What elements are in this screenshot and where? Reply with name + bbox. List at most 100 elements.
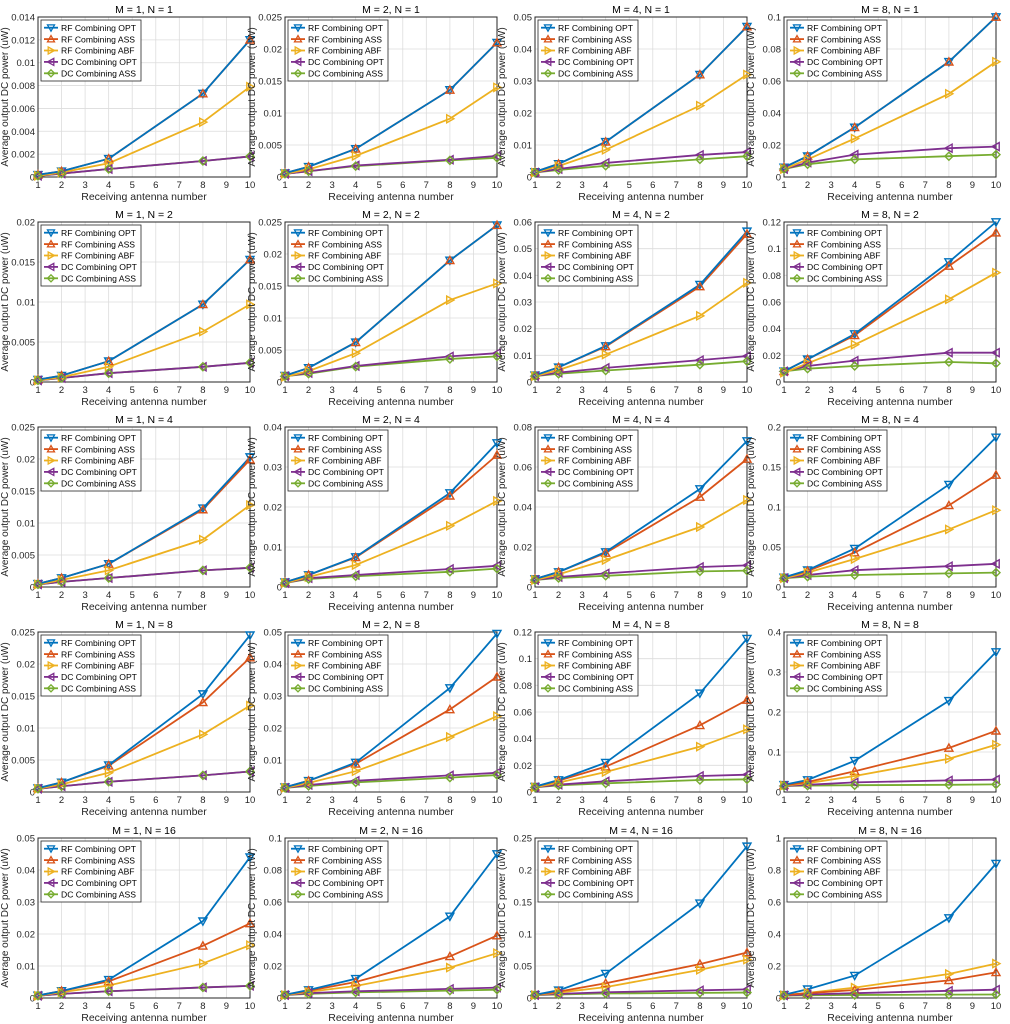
data-point bbox=[600, 778, 611, 789]
data-point bbox=[849, 570, 860, 580]
y-axis-label: Average output DC power (uW) bbox=[497, 27, 508, 166]
x-tick-label: 9 bbox=[721, 385, 726, 396]
x-tick-label: 9 bbox=[471, 795, 476, 806]
legend-marker bbox=[46, 672, 55, 682]
legend-marker bbox=[46, 683, 56, 693]
data-point bbox=[553, 573, 564, 583]
y-tick-label: 0 bbox=[277, 173, 282, 184]
x-tick-label: 1 bbox=[35, 385, 40, 396]
subplot-title: M = 4, N = 4 bbox=[612, 414, 670, 426]
x-tick-label: 6 bbox=[650, 385, 655, 396]
data-point bbox=[849, 544, 860, 555]
x-tick-label: 5 bbox=[130, 1001, 135, 1012]
subplot-title: M = 1, N = 16 bbox=[112, 825, 176, 837]
data-point bbox=[741, 947, 753, 957]
data-point bbox=[694, 359, 705, 370]
data-point bbox=[992, 267, 1002, 278]
x-axis-label: Receiving antenna number bbox=[578, 601, 704, 613]
x-tick-label: 5 bbox=[377, 590, 382, 601]
series-line bbox=[37, 704, 251, 790]
x-tick-label: 9 bbox=[224, 180, 229, 191]
legend-entry: RF Combining ABF bbox=[61, 456, 135, 466]
legend-marker bbox=[46, 273, 56, 283]
legend-entry: RF Combining ABF bbox=[807, 661, 881, 671]
series-line bbox=[37, 984, 251, 997]
x-tick-label: 8 bbox=[447, 795, 452, 806]
y-tick-label: 0 bbox=[277, 378, 282, 389]
x-tick-label: 2 bbox=[306, 385, 311, 396]
data-point bbox=[694, 775, 705, 785]
x-tick-label: 9 bbox=[970, 385, 975, 396]
legend-marker bbox=[46, 878, 55, 888]
data-point bbox=[103, 558, 114, 568]
x-tick-label: 1 bbox=[532, 590, 537, 601]
subplot-4: 1 2 3 4 5 6 7 8 9 10 0 0.02 0.04 0.06 0.08 0.1 M = 8, N … bbox=[746, 4, 1002, 203]
x-tick-label: 7 bbox=[923, 180, 928, 191]
x-tick-label: 5 bbox=[627, 385, 632, 396]
legend-entry: RF Combining ASS bbox=[61, 649, 135, 659]
x-tick-label: 6 bbox=[400, 180, 405, 191]
data-point bbox=[944, 294, 955, 305]
x-tick-label: 10 bbox=[991, 795, 1002, 806]
legend-entry: RF Combining ASS bbox=[61, 34, 135, 44]
series-line bbox=[783, 863, 997, 996]
x-tick-label: 6 bbox=[650, 590, 655, 601]
data-point bbox=[244, 34, 256, 44]
y-tick-label: 0.01 bbox=[264, 314, 283, 325]
legend-marker bbox=[792, 434, 802, 443]
x-axis-label: Receiving antenna number bbox=[328, 806, 454, 818]
data-point bbox=[103, 153, 114, 163]
subplot-title: M = 8, N = 8 bbox=[861, 619, 919, 631]
data-point bbox=[743, 277, 753, 288]
data-point bbox=[445, 962, 456, 973]
x-tick-label: 4 bbox=[603, 180, 608, 191]
x-tick-label: 3 bbox=[329, 590, 334, 601]
series-line bbox=[534, 499, 748, 581]
y-tick-label: 0.005 bbox=[258, 346, 282, 357]
legend-entry: DC Combining ASS bbox=[807, 684, 882, 694]
x-tick-label: 3 bbox=[329, 795, 334, 806]
y-tick-label: 0.04 bbox=[514, 45, 533, 56]
y-axis-label: Average output DC power (uW) bbox=[746, 437, 757, 576]
y-tick-label: 0.02 bbox=[17, 218, 36, 229]
data-point bbox=[802, 353, 813, 364]
data-point bbox=[56, 572, 67, 582]
data-point bbox=[990, 141, 1000, 152]
data-point bbox=[779, 164, 789, 174]
data-point bbox=[444, 254, 456, 265]
x-tick-label: 6 bbox=[400, 590, 405, 601]
x-tick-label: 7 bbox=[424, 1001, 429, 1012]
y-tick-label: 0.03 bbox=[264, 692, 283, 703]
legend-marker bbox=[792, 68, 802, 78]
legend-marker bbox=[792, 444, 802, 453]
x-tick-label: 3 bbox=[82, 795, 87, 806]
y-tick-label: 0 bbox=[776, 788, 781, 799]
data-point bbox=[245, 151, 255, 162]
x-tick-label: 6 bbox=[400, 795, 405, 806]
x-tick-label: 4 bbox=[852, 590, 857, 601]
series-line bbox=[284, 86, 498, 175]
legend-marker bbox=[46, 239, 56, 248]
x-tick-label: 9 bbox=[471, 180, 476, 191]
data-point bbox=[802, 363, 813, 374]
data-point bbox=[743, 724, 753, 735]
data-point bbox=[743, 69, 753, 80]
legend-marker bbox=[543, 889, 553, 899]
subplot-12: 1 2 3 4 5 6 7 8 9 10 0 0.05 0.1 0.15 0.2 M = 8, N = 4 Re… bbox=[746, 414, 1002, 613]
x-axis-label: Receiving antenna number bbox=[827, 396, 953, 408]
x-tick-label: 7 bbox=[674, 795, 679, 806]
legend-marker bbox=[293, 434, 303, 443]
legend-entry: DC Combining OPT bbox=[807, 672, 884, 682]
data-point bbox=[303, 574, 314, 584]
x-tick-label: 7 bbox=[923, 795, 928, 806]
subplot-10: 1 2 3 4 5 6 7 8 9 10 0 0.01 0.02 0.03 0.04 M = 2, N = 4… bbox=[247, 414, 503, 613]
data-point bbox=[197, 690, 209, 700]
subplot-title: M = 2, N = 2 bbox=[362, 209, 420, 221]
data-point bbox=[694, 154, 705, 165]
legend-marker bbox=[293, 649, 303, 658]
x-tick-label: 3 bbox=[82, 385, 87, 396]
y-tick-label: 0.05 bbox=[514, 962, 533, 973]
